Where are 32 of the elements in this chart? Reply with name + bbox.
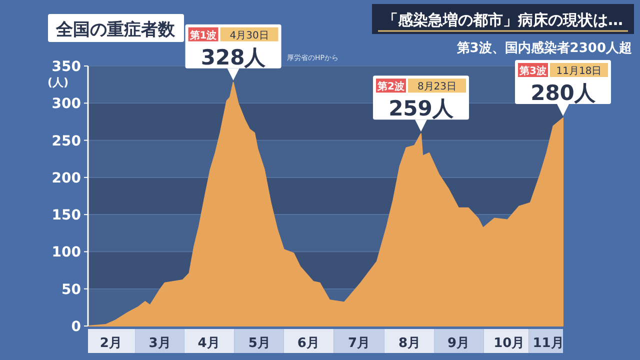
x-tick-label: 8月 [398, 336, 421, 351]
text: 第3波、国内感染者2300人超 [456, 40, 632, 56]
x-tick-label: 11月 [532, 336, 564, 351]
y-tick-label: 350 [52, 59, 82, 75]
annotation: 259人 [388, 96, 454, 121]
annotation: 8月23日 [417, 82, 457, 93]
x-tick-label: 4月 [198, 336, 220, 351]
x-tick-label: 3月 [148, 336, 171, 351]
annotation: 第2波 [376, 80, 406, 93]
y-tick-label: 150 [52, 208, 82, 224]
y-tick-label: 250 [52, 133, 82, 150]
x-tick-label: 6月 [297, 336, 320, 351]
y-tick-label: 200 [52, 170, 82, 186]
annotation: 328人 [200, 45, 267, 70]
x-tick-label: 7月 [348, 336, 370, 351]
y-tick-label: 50 [62, 282, 82, 298]
annotation: 280人 [530, 81, 596, 105]
y-tick-label: 0 [71, 319, 82, 335]
x-tick-label: 2月 [100, 336, 122, 351]
x-tick-label: 5月 [248, 336, 270, 351]
x-tick-label: 9月 [448, 336, 470, 351]
callout: 第2波 8月23日 259人 [373, 76, 469, 132]
y-tick-label: 100 [52, 244, 82, 261]
x-tick-label: 10月 [494, 336, 525, 351]
y-tick-label: 300 [52, 96, 82, 112]
annotation: 第3波 [518, 65, 548, 77]
callout: 第3波 11月18日 280人 [515, 60, 611, 116]
chart-title: 全国の重症者数 [55, 20, 176, 40]
y-axis-title: (人) [47, 76, 69, 89]
callout: 第1波 4月30日 328人 [185, 24, 282, 80]
text: 「感染急増の都市」病床の現状は… [383, 11, 623, 29]
annotation: 11月18日 [556, 66, 602, 77]
